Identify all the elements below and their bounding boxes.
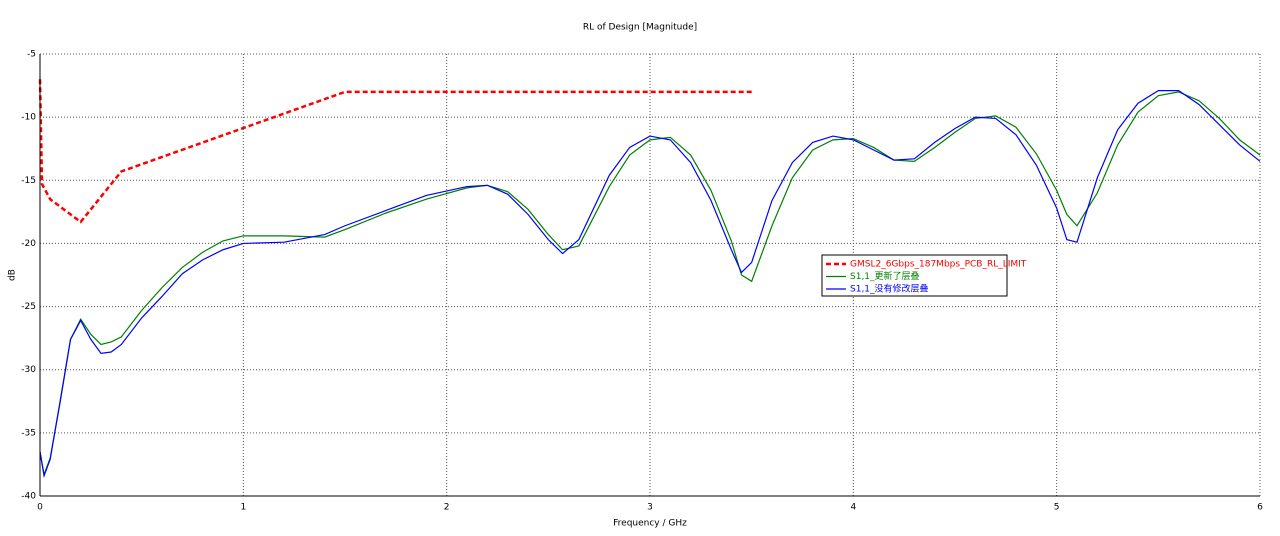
legend-box [821, 254, 1008, 297]
y-tick-label: -25 [21, 302, 36, 312]
x-tick-label: 3 [647, 503, 653, 513]
y-tick-label: -20 [21, 239, 36, 249]
y-tick-label: -15 [21, 176, 36, 186]
x-axis-label: Frequency / GHz [613, 519, 687, 529]
chart-title: RL of Design [Magnitude] [583, 23, 697, 33]
y-tick-label: -40 [21, 492, 36, 502]
x-tick-label: 4 [850, 503, 856, 513]
y-tick-label: -10 [21, 113, 36, 123]
x-tick-label: 6 [1257, 503, 1263, 513]
x-tick-label: 1 [240, 503, 246, 513]
legend-label: S1,1_更新了层叠 [850, 270, 920, 282]
y-tick-label: -5 [27, 50, 36, 60]
series-line [39, 90, 1261, 479]
y-tick-label: -35 [21, 428, 36, 438]
x-tick-label: 2 [444, 503, 450, 513]
plot [38, 79, 1261, 479]
series-line [38, 79, 752, 224]
x-tick-label: 5 [1054, 503, 1060, 513]
legend: GMSL2_6Gbps_187Mbps_PCB_RL_LIMITS1,1_更新了… [821, 254, 1027, 297]
legend-label: S1,1_没有修改层叠 [850, 283, 929, 295]
x-tick-label: 0 [37, 503, 43, 513]
y-axis-label: dB [8, 269, 18, 281]
series-line [39, 91, 1261, 477]
legend-label: GMSL2_6Gbps_187Mbps_PCB_RL_LIMIT [850, 260, 1027, 270]
y-tick-label: -30 [21, 365, 36, 375]
